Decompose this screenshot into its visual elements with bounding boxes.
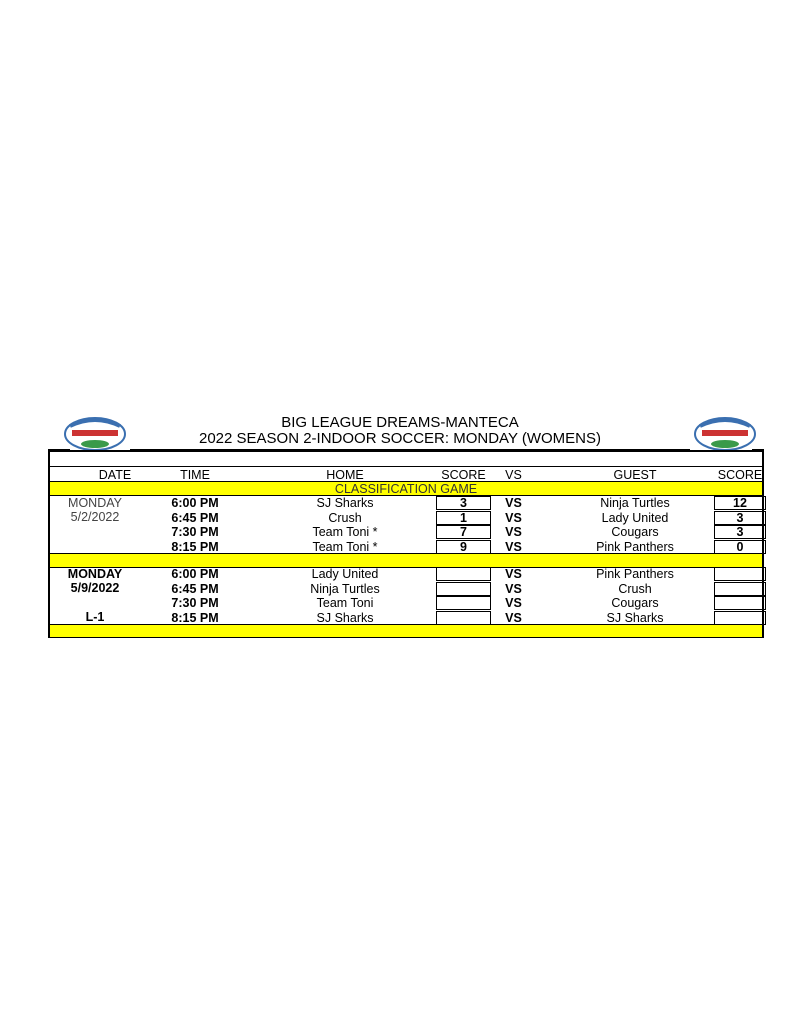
home-score <box>436 581 491 596</box>
vs-label: VS <box>505 539 522 554</box>
game-time: 7:30 PM <box>171 596 219 610</box>
classification-banner: CLASSIFICATION GAME <box>50 481 762 496</box>
home-team: Crush <box>328 510 362 525</box>
guest-team: Lady United <box>601 510 669 525</box>
big-league-dreams-logo-right <box>694 417 756 451</box>
home-score: 7 <box>436 525 491 539</box>
week-note: L-1 <box>85 610 105 624</box>
separator-bar <box>50 624 762 638</box>
home-score: 3 <box>436 496 491 510</box>
week-date: 5/9/2022 <box>70 581 120 595</box>
week-date: 5/2/2022 <box>70 510 120 524</box>
home-team: Lady United <box>311 567 379 581</box>
col-time: TIME <box>180 468 210 482</box>
home-score: 9 <box>436 539 491 554</box>
home-score <box>436 610 491 625</box>
guest-score: 12 <box>714 496 766 510</box>
col-guest: GUEST <box>613 468 657 482</box>
vs-label: VS <box>505 596 522 610</box>
game-time: 6:00 PM <box>171 496 219 510</box>
guest-score: 0 <box>714 539 766 554</box>
guest-score: 3 <box>714 510 766 525</box>
vs-label: VS <box>505 610 522 625</box>
page-title: BIG LEAGUE DREAMS-MANTECA <box>281 414 519 431</box>
col-score: SCORE <box>441 468 486 482</box>
week-day: MONDAY <box>67 567 123 581</box>
game-time: 6:00 PM <box>171 567 219 581</box>
vs-label: VS <box>505 510 522 525</box>
schedule-table: DATE TIME HOME SCORE VS GUEST SCORE CLAS… <box>48 450 766 638</box>
col-home: HOME <box>326 468 364 482</box>
guest-score <box>714 596 766 610</box>
game-time: 8:15 PM <box>171 610 219 625</box>
home-team: Team Toni * <box>312 539 378 554</box>
col-score2: SCORE <box>717 468 763 482</box>
guest-team: Ninja Turtles <box>600 496 670 510</box>
game-time: 6:45 PM <box>171 510 219 525</box>
big-league-dreams-logo-left <box>64 417 126 451</box>
game-time: 6:45 PM <box>171 581 219 596</box>
home-team: Team Toni * <box>312 525 378 539</box>
guest-score <box>714 581 766 596</box>
vs-label: VS <box>505 567 522 581</box>
guest-score <box>714 567 766 581</box>
guest-score <box>714 610 766 625</box>
col-vs: VS <box>505 468 522 482</box>
guest-team: Pink Panthers <box>596 539 674 554</box>
guest-team: Pink Panthers <box>596 567 674 581</box>
vs-label: VS <box>505 581 522 596</box>
guest-score: 3 <box>714 525 766 539</box>
home-score: 1 <box>436 510 491 525</box>
separator-bar <box>50 553 762 568</box>
page-subtitle: 2022 SEASON 2-INDOOR SOCCER: MONDAY (WOM… <box>198 430 601 447</box>
guest-team: Cougars <box>611 596 659 610</box>
col-date: DATE <box>98 468 132 482</box>
guest-team: Cougars <box>611 525 659 539</box>
guest-team: Crush <box>618 581 652 596</box>
home-team: SJ Sharks <box>316 610 374 625</box>
week-day: MONDAY <box>68 496 122 510</box>
game-time: 8:15 PM <box>171 539 219 554</box>
guest-team: SJ Sharks <box>606 610 664 625</box>
home-team: SJ Sharks <box>316 496 374 510</box>
home-team: Team Toni <box>316 596 374 610</box>
vs-label: VS <box>505 496 522 510</box>
vs-label: VS <box>505 525 522 539</box>
home-score <box>436 567 491 581</box>
game-time: 7:30 PM <box>171 525 219 539</box>
home-team: Ninja Turtles <box>310 581 380 596</box>
home-score <box>436 596 491 610</box>
